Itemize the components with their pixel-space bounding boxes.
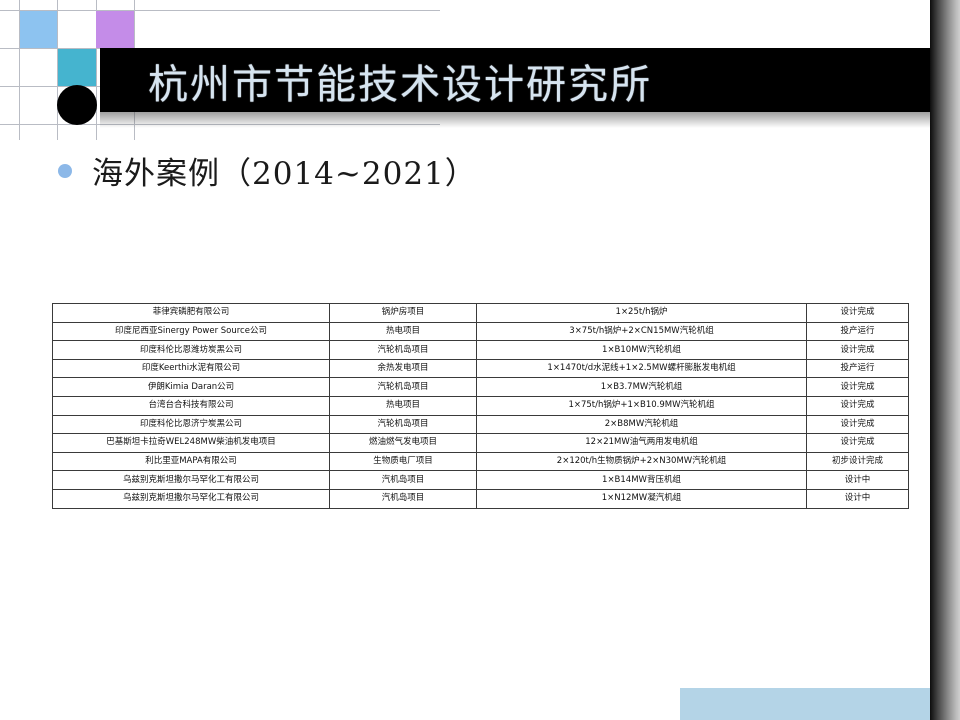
table-row: 菲律宾磷肥有限公司 锅炉房项目 1×25t/h锅炉 设计完成 bbox=[52, 303, 909, 323]
cell-company: 印度科伦比恩济宁炭黑公司 bbox=[52, 414, 330, 435]
cell-status: 设计完成 bbox=[806, 414, 909, 435]
bullet-heading-label: 海外案例（2014~2021） bbox=[92, 156, 477, 192]
cell-company: 巴基斯坦卡拉奇WEL248MW柴油机发电项目 bbox=[52, 433, 330, 453]
cell-company: 菲律宾磷肥有限公司 bbox=[52, 303, 330, 323]
cell-project: 热电项目 bbox=[329, 321, 477, 342]
projects-table-body: 菲律宾磷肥有限公司 锅炉房项目 1×25t/h锅炉 设计完成 印度尼西亚Sinergy … bbox=[52, 303, 909, 509]
table-row: 印度Keerthi水泥有限公司 余热发电项目 1×1470t/d水泥线+1×2.5M… bbox=[52, 358, 909, 379]
table-row: 印度科伦比恩济宁炭黑公司 汽轮机岛项目 2×B8MW汽轮机组 设计完成 bbox=[52, 414, 909, 435]
cell-spec: 1×B10MW汽轮机组 bbox=[476, 340, 807, 360]
cell-project: 汽机岛项目 bbox=[329, 470, 477, 490]
title-bar-shadow bbox=[100, 112, 930, 128]
cell-spec: 1×B14MW背压机组 bbox=[476, 470, 807, 490]
decorative-square-blue bbox=[20, 11, 57, 48]
table-row: 乌兹别克斯坦撒尔马罕化工有限公司 汽机岛项目 1×N12MW凝汽机组 设计中 bbox=[52, 488, 909, 509]
cell-spec: 2×120t/h生物质锅炉+2×N30MW汽轮机组 bbox=[476, 451, 807, 472]
cell-company: 乌兹别克斯坦撒尔马罕化工有限公司 bbox=[52, 470, 330, 490]
cell-status: 设计中 bbox=[806, 470, 909, 490]
cell-status: 设计完成 bbox=[806, 303, 909, 323]
table-row: 伊朗Kimia Daran公司 汽轮机岛项目 1×B3.7MW汽轮机组 设计完成 bbox=[52, 377, 909, 397]
projects-table: 菲律宾磷肥有限公司 锅炉房项目 1×25t/h锅炉 设计完成 印度尼西亚Sinergy … bbox=[52, 303, 909, 509]
cell-company: 印度Keerthi水泥有限公司 bbox=[52, 358, 330, 379]
cell-status: 设计完成 bbox=[806, 395, 909, 416]
footer-accent-bar bbox=[680, 688, 930, 720]
cell-status: 设计完成 bbox=[806, 340, 909, 360]
bullet-dot-icon bbox=[58, 163, 72, 178]
table-row: 台湾台合科技有限公司 热电项目 1×75t/h锅炉+1×B10.9MW汽轮机组 设计完… bbox=[52, 395, 909, 416]
cell-project: 汽轮机岛项目 bbox=[329, 414, 477, 435]
right-edge-shadow bbox=[930, 0, 960, 720]
title-bar bbox=[100, 48, 930, 112]
cell-status: 初步设计完成 bbox=[806, 451, 909, 472]
decorative-square-teal bbox=[58, 49, 96, 86]
page-title: 杭州市节能技术设计研究所 bbox=[148, 62, 652, 108]
cell-project: 热电项目 bbox=[329, 395, 477, 416]
cell-company: 印度科伦比恩潍坊炭黑公司 bbox=[52, 340, 330, 360]
projects-table-wrap: 菲律宾磷肥有限公司 锅炉房项目 1×25t/h锅炉 设计完成 印度尼西亚Sinergy … bbox=[52, 303, 909, 509]
cell-spec: 1×1470t/d水泥线+1×2.5MW螺杆膨胀发电机组 bbox=[476, 358, 807, 379]
cell-status: 投产运行 bbox=[806, 321, 909, 342]
cell-company: 利比里亚MAPA有限公司 bbox=[52, 451, 330, 472]
cell-spec: 12×21MW油气两用发电机组 bbox=[476, 433, 807, 453]
cell-spec: 1×B3.7MW汽轮机组 bbox=[476, 377, 807, 397]
table-row: 乌兹别克斯坦撒尔马罕化工有限公司 汽机岛项目 1×B14MW背压机组 设计中 bbox=[52, 470, 909, 490]
cell-status: 设计完成 bbox=[806, 433, 909, 453]
cell-project: 余热发电项目 bbox=[329, 358, 477, 379]
cell-status: 设计中 bbox=[806, 488, 909, 509]
cell-status: 投产运行 bbox=[806, 358, 909, 379]
table-row: 印度尼西亚Sinergy Power Source公司 热电项目 3×75t/h锅炉… bbox=[52, 321, 909, 342]
cell-spec: 3×75t/h锅炉+2×CN15MW汽轮机组 bbox=[476, 321, 807, 342]
decorative-black-dot bbox=[57, 85, 97, 125]
table-row: 巴基斯坦卡拉奇WEL248MW柴油机发电项目 燃油燃气发电项目 12×21MW油气两… bbox=[52, 433, 909, 453]
bullet-heading-row: 海外案例（2014~2021） bbox=[58, 148, 477, 193]
cell-company: 伊朗Kimia Daran公司 bbox=[52, 377, 330, 397]
cell-company: 印度尼西亚Sinergy Power Source公司 bbox=[52, 321, 330, 342]
cell-project: 锅炉房项目 bbox=[329, 303, 477, 323]
cell-status: 设计完成 bbox=[806, 377, 909, 397]
cell-company: 台湾台合科技有限公司 bbox=[52, 395, 330, 416]
decorative-square-purple bbox=[96, 11, 134, 48]
cell-spec: 1×N12MW凝汽机组 bbox=[476, 488, 807, 509]
cell-project: 燃油燃气发电项目 bbox=[329, 433, 477, 453]
table-row: 利比里亚MAPA有限公司 生物质电厂项目 2×120t/h生物质锅炉+2×N30MW… bbox=[52, 451, 909, 472]
cell-project: 汽轮机岛项目 bbox=[329, 377, 477, 397]
cell-spec: 1×25t/h锅炉 bbox=[476, 303, 807, 323]
cell-project: 汽轮机岛项目 bbox=[329, 340, 477, 360]
cell-project: 汽机岛项目 bbox=[329, 488, 477, 509]
cell-company: 乌兹别克斯坦撒尔马罕化工有限公司 bbox=[52, 488, 330, 509]
cell-project: 生物质电厂项目 bbox=[329, 451, 477, 472]
cell-spec: 2×B8MW汽轮机组 bbox=[476, 414, 807, 435]
cell-spec: 1×75t/h锅炉+1×B10.9MW汽轮机组 bbox=[476, 395, 807, 416]
table-row: 印度科伦比恩潍坊炭黑公司 汽轮机岛项目 1×B10MW汽轮机组 设计完成 bbox=[52, 340, 909, 360]
